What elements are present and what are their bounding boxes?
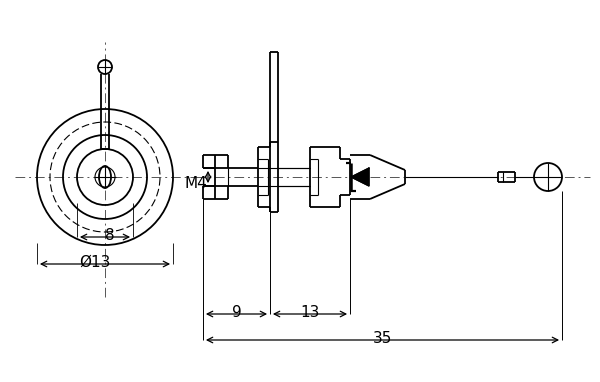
Text: 9: 9: [232, 305, 241, 320]
Text: 8: 8: [105, 228, 115, 243]
Text: M4: M4: [185, 176, 208, 191]
Text: Ø13: Ø13: [79, 255, 110, 270]
Text: 13: 13: [301, 305, 320, 320]
Text: 35: 35: [373, 331, 392, 346]
Polygon shape: [351, 168, 369, 186]
